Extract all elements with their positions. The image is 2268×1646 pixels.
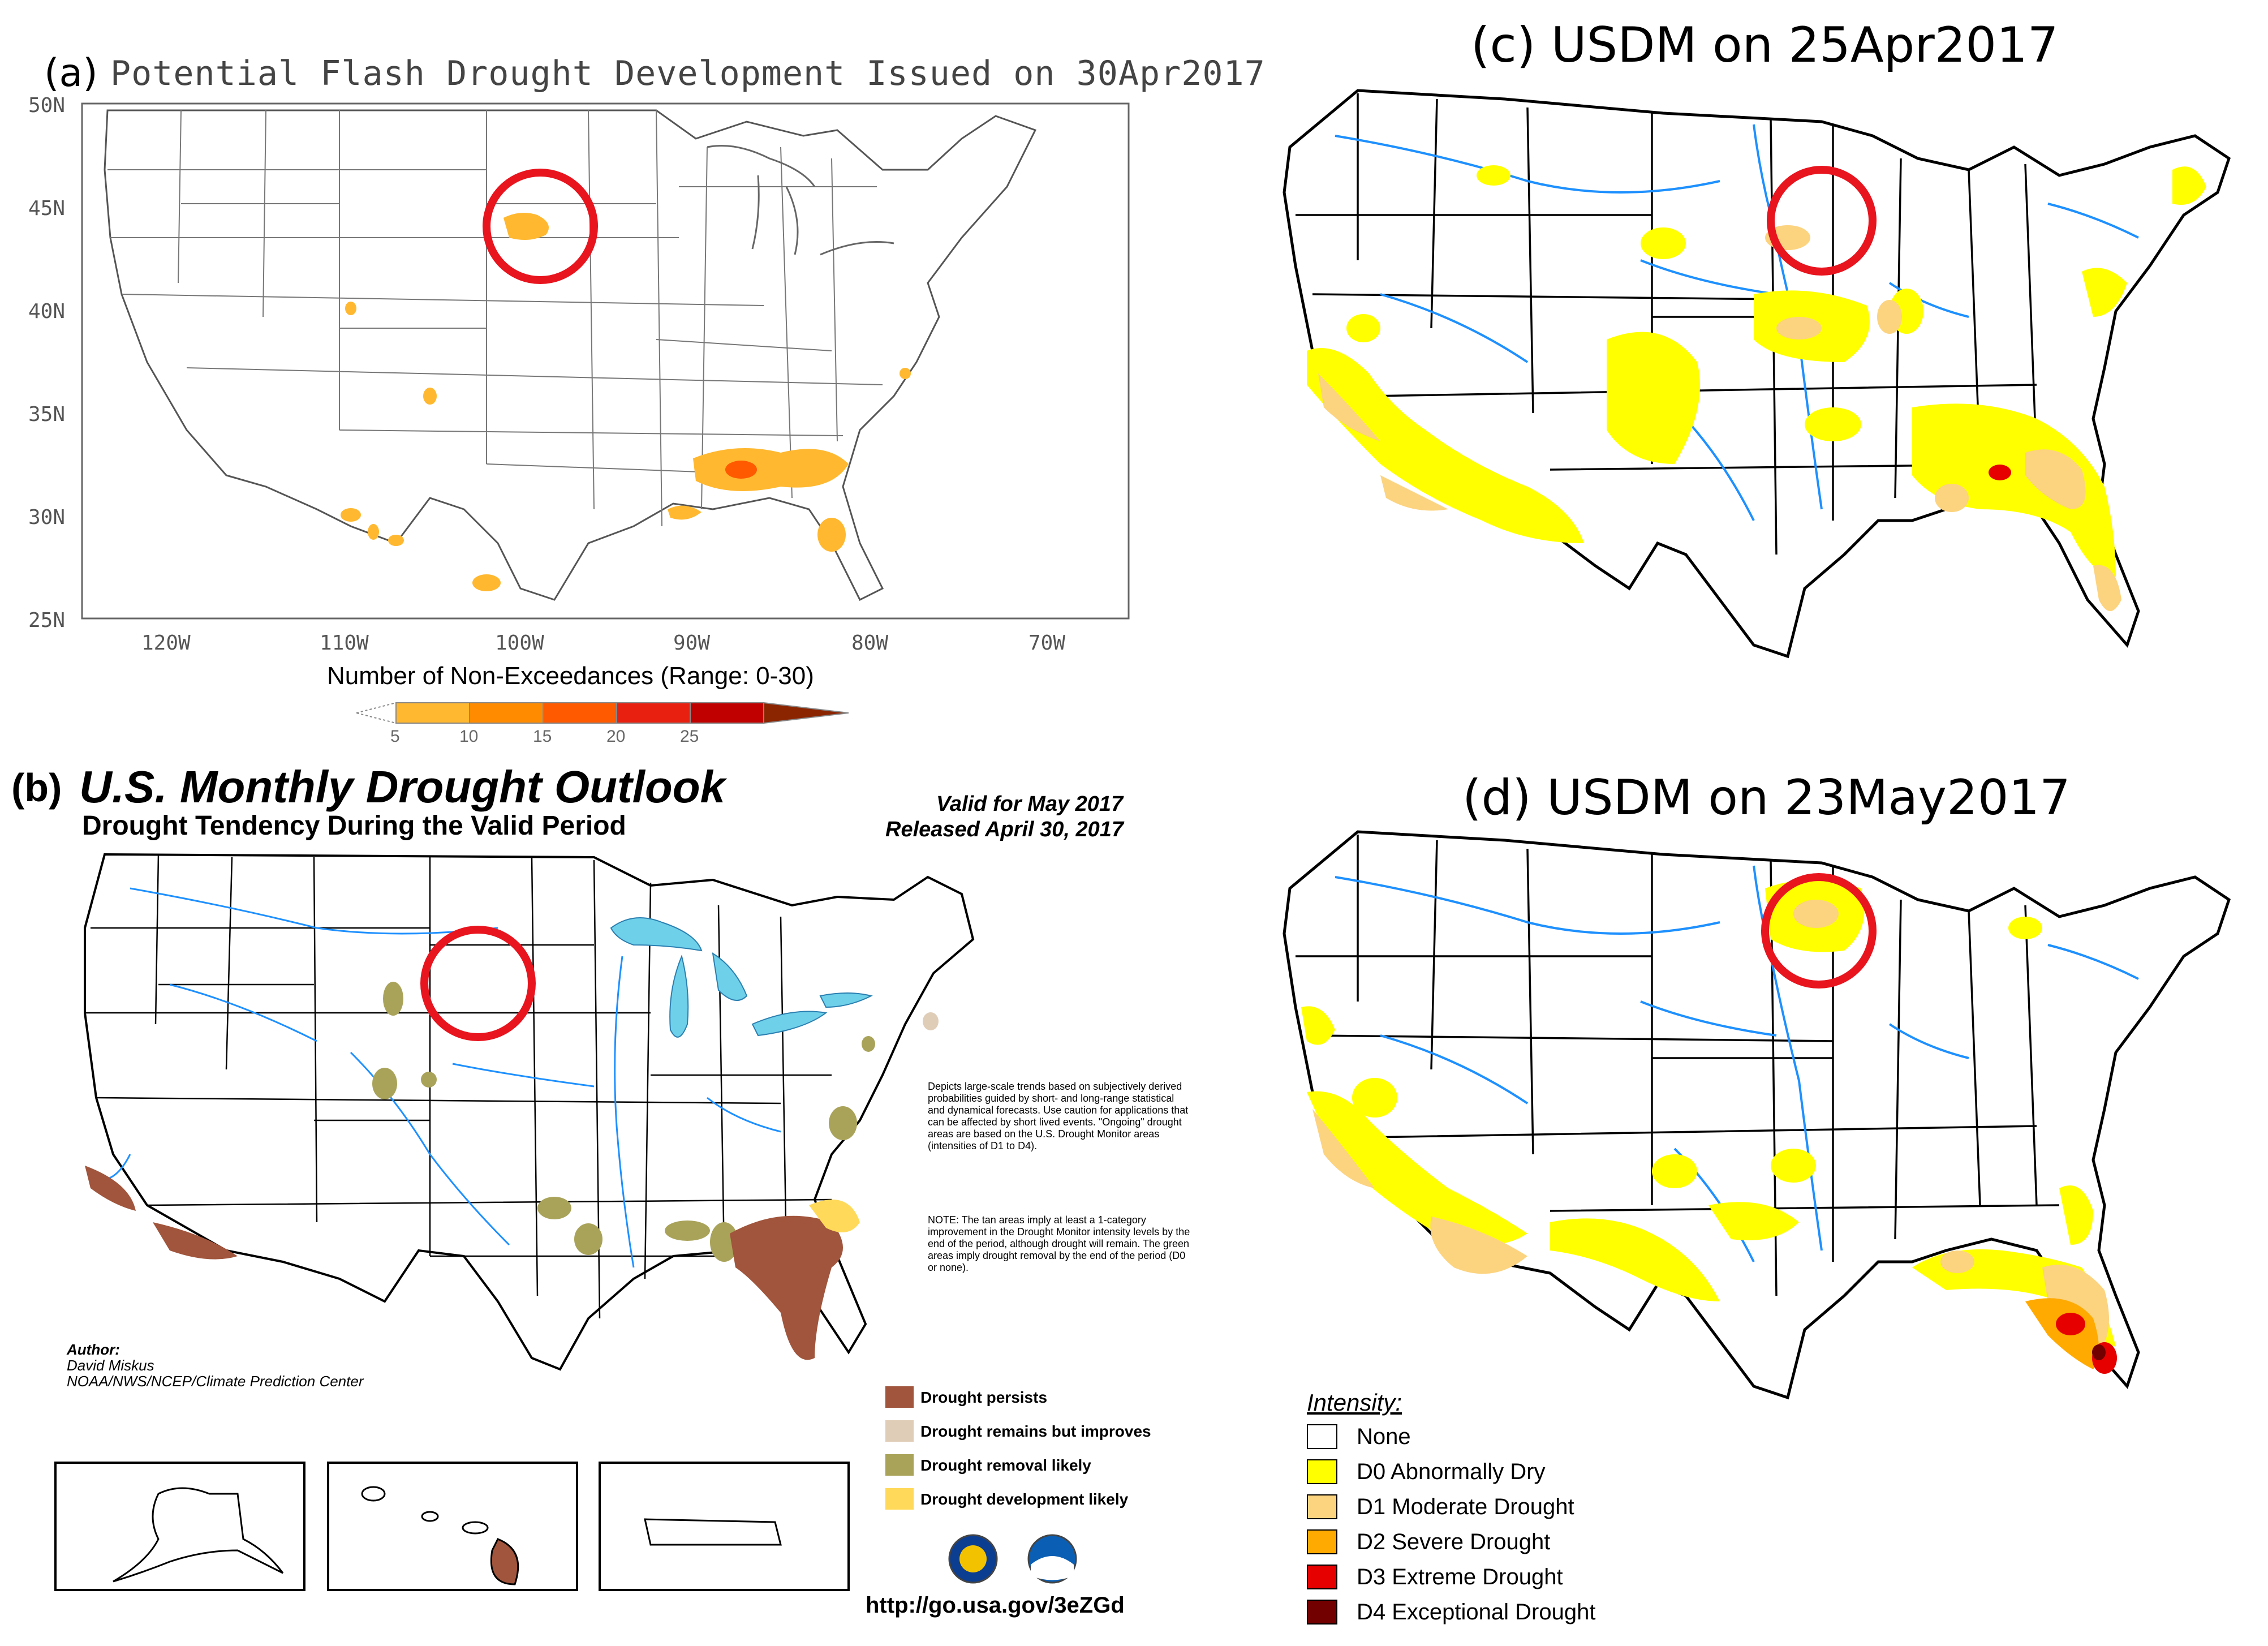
outlook-url-link[interactable]: http://go.usa.gov/3eZGd (866, 1593, 1125, 1618)
author-org: NOAA/NWS/NCEP/Climate Prediction Center (67, 1373, 364, 1390)
outlook-map (54, 853, 1077, 1591)
panel-a: (a) Potential Flash Drought Development … (0, 0, 1265, 758)
valid-text: Valid for May 2017 (936, 792, 1124, 816)
lat-tick-25: 25N (28, 609, 65, 632)
highlight-circle-d (1761, 873, 1877, 989)
lon-ticks: 120W 110W 100W 90W 80W 70W (141, 631, 1065, 655)
author-name: David Miskus (67, 1357, 154, 1374)
panel-c: (c) USDM on 25Apr2017 (1211, 0, 2268, 736)
note-text: NOTE: The tan areas imply at least a 1-c… (928, 1214, 1190, 1273)
panel-d-title: (d) USDM on 23May2017 (1462, 770, 2071, 826)
highlight-circle-b (420, 926, 536, 1041)
lat-ticks: 50N 45N 40N 35N 30N 25N (28, 94, 65, 632)
cb-tick-20: 20 (606, 727, 626, 746)
cb-tick-5: 5 (390, 727, 400, 746)
description-text: Depicts large-scale trends based on subj… (928, 1081, 1189, 1151)
panel-b-label: (b) (11, 766, 62, 810)
panel-c-title: (c) USDM on 25Apr2017 (1471, 17, 2059, 74)
released-text: Released April 30, 2017 (885, 818, 1124, 841)
intensity-legend: Intensity: None D0 Abnormally Dry D1 Mod… (1307, 1389, 1596, 1624)
lat-tick-45: 45N (28, 197, 65, 220)
inset-alaska (54, 1462, 305, 1591)
lat-tick-50: 50N (28, 94, 65, 117)
panel-b-title: U.S. Monthly Drought Outlook (79, 762, 726, 812)
lon-tick-100w: 100W (495, 631, 544, 655)
legend-item-improves: Drought remains but improves (885, 1420, 1202, 1449)
usdm-map-apr (1283, 89, 2231, 659)
lat-tick-30: 30N (28, 506, 65, 529)
cb-tick-10: 10 (459, 727, 479, 746)
author-label: Author: (67, 1341, 120, 1358)
intensity-legend-title: Intensity: (1307, 1389, 1402, 1416)
colorbar (356, 702, 849, 724)
panel-b: (b) U.S. Monthly Drought Outlook Drought… (0, 758, 1199, 1646)
cb-tick-15: 15 (533, 727, 552, 746)
usdm-map-may (1283, 830, 2231, 1400)
legend-item-persists: Drought persists (885, 1386, 1202, 1415)
panel-a-label: (a) (44, 51, 98, 96)
highlight-circle-c (1767, 166, 1877, 276)
lon-tick-80w: 80W (851, 631, 888, 655)
cb-tick-25: 25 (680, 727, 699, 746)
lon-tick-110w: 110W (320, 631, 369, 655)
colorbar-title: Number of Non-Exceedances (Range: 0-30) (327, 662, 814, 690)
flash-drought-map: 50N 45N 40N 35N 30N 25N 120W 110W 100W 9… (28, 94, 1130, 655)
panel-a-title: Potential Flash Drought Development Issu… (110, 54, 1266, 93)
legend-item-removal: Drought removal likely (885, 1454, 1202, 1482)
inset-hawaii (327, 1462, 578, 1591)
lon-tick-90w: 90W (673, 631, 710, 655)
lat-tick-35: 35N (28, 403, 65, 426)
legend-item-development: Drought development likely (885, 1488, 1202, 1516)
lat-tick-40: 40N (28, 300, 65, 323)
panel-b-subtitle: Drought Tendency During the Valid Period (82, 811, 626, 841)
highlight-circle-a (483, 169, 598, 284)
lon-tick-70w: 70W (1028, 631, 1065, 655)
lon-tick-120w: 120W (141, 631, 191, 655)
panel-d: (d) USDM on 23May2017 (1211, 758, 2268, 1646)
